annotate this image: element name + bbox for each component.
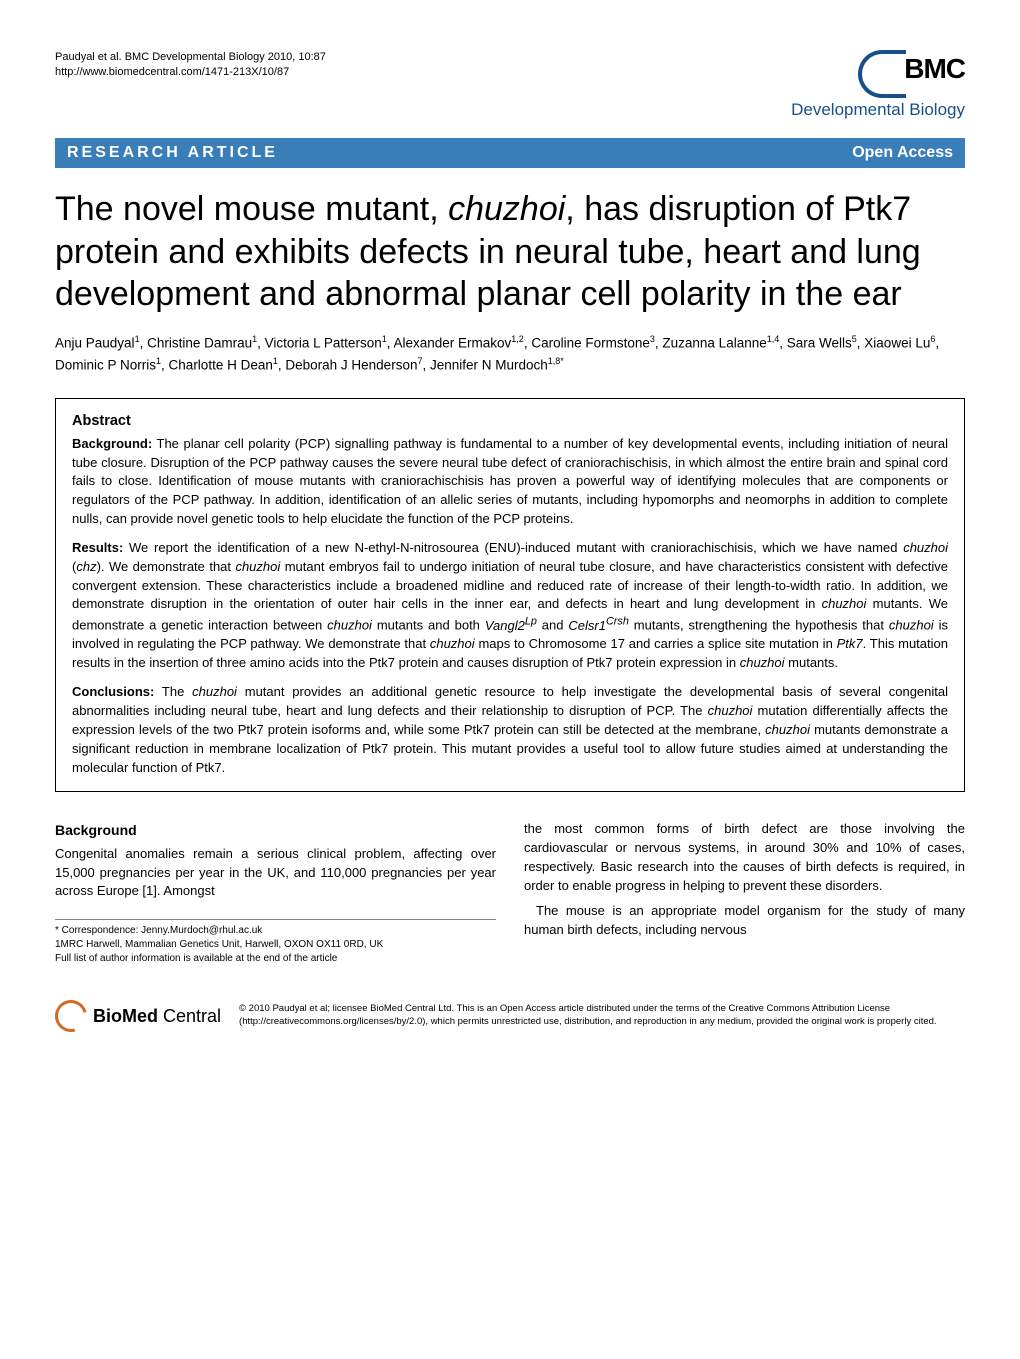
abstract-conclusions: Conclusions: The chuzhoi mutant provides… — [72, 683, 948, 777]
biomed-logo-text: BioMed Central — [93, 1006, 221, 1027]
column-right: the most common forms of birth defect ar… — [524, 820, 965, 966]
body-paragraph-2: the most common forms of birth defect ar… — [524, 820, 965, 895]
abstract-heading: Abstract — [72, 413, 948, 429]
biomed-circle-icon — [49, 994, 93, 1038]
background-heading: Background — [55, 820, 496, 840]
logo-bracket-icon — [858, 50, 906, 98]
background-paragraph-1: Congenital anomalies remain a serious cl… — [55, 845, 496, 902]
correspondence-email: * Correspondence: Jenny.Murdoch@rhul.ac.… — [55, 924, 496, 938]
abstract-conclusions-text: The chuzhoi mutant provides an additiona… — [72, 684, 948, 774]
biomed-bold: BioMed — [93, 1006, 158, 1026]
article-type-label: RESEARCH ARTICLE — [67, 144, 278, 162]
abstract-box: Abstract Background: The planar cell pol… — [55, 398, 965, 793]
correspondence-affiliation: 1MRC Harwell, Mammalian Genetics Unit, H… — [55, 938, 496, 952]
abstract-results: Results: We report the identification of… — [72, 539, 948, 673]
page-footer: BioMed Central © 2010 Paudyal et al; lic… — [55, 990, 965, 1032]
abstract-results-text: We report the identification of a new N-… — [72, 540, 948, 670]
correspondence-note: Full list of author information is avail… — [55, 952, 496, 966]
body-paragraph-3: The mouse is an appropriate model organi… — [524, 902, 965, 940]
abstract-conclusions-label: Conclusions: — [72, 684, 154, 699]
abstract-background-label: Background: — [72, 436, 152, 451]
article-title: The novel mouse mutant, chuzhoi, has dis… — [55, 188, 965, 316]
biomed-light: Central — [158, 1006, 221, 1026]
abstract-background: Background: The planar cell polarity (PC… — [72, 435, 948, 529]
logo-subtitle: Developmental Biology — [791, 100, 965, 120]
abstract-background-text: The planar cell polarity (PCP) signallin… — [72, 436, 948, 526]
author-list: Anju Paudyal1, Christine Damrau1, Victor… — [55, 332, 965, 376]
page-header: Paudyal et al. BMC Developmental Biology… — [55, 50, 965, 120]
citation-line-1: Paudyal et al. BMC Developmental Biology… — [55, 50, 326, 65]
body-columns: Background Congenital anomalies remain a… — [55, 820, 965, 966]
citation-url: http://www.biomedcentral.com/1471-213X/1… — [55, 65, 326, 80]
logo-main-text: BMC — [904, 53, 965, 84]
abstract-results-label: Results: — [72, 540, 123, 555]
column-left: Background Congenital anomalies remain a… — [55, 820, 496, 966]
open-access-label: Open Access — [852, 144, 953, 162]
article-type-bar: RESEARCH ARTICLE Open Access — [55, 138, 965, 168]
citation-block: Paudyal et al. BMC Developmental Biology… — [55, 50, 326, 81]
biomed-central-logo: BioMed Central — [55, 1000, 221, 1032]
license-text: © 2010 Paudyal et al; licensee BioMed Ce… — [239, 1003, 965, 1029]
journal-logo: BMC Developmental Biology — [791, 50, 965, 120]
correspondence-block: * Correspondence: Jenny.Murdoch@rhul.ac.… — [55, 919, 496, 966]
